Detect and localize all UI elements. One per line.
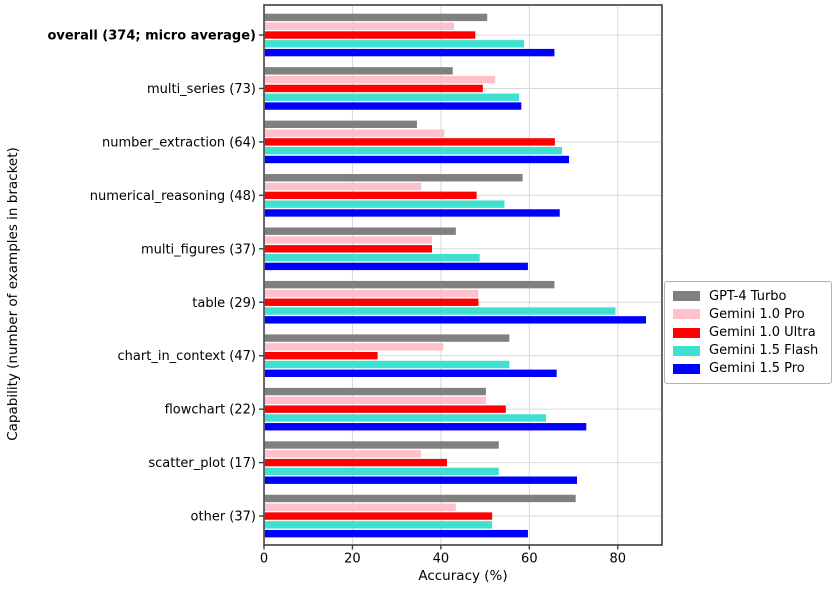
bar — [264, 129, 445, 137]
category-label: other (37) — [191, 510, 256, 525]
legend-swatch — [673, 291, 700, 302]
category-label: scatter_plot (17) — [148, 456, 256, 471]
legend-swatch — [673, 327, 700, 338]
x-axis-title: Accuracy (%) — [418, 568, 507, 584]
bar — [264, 102, 522, 110]
bar — [264, 209, 560, 217]
bar — [264, 245, 432, 253]
x-tick-label: 60 — [521, 552, 538, 567]
legend-swatch — [673, 345, 700, 356]
bar — [264, 414, 547, 422]
bar — [264, 227, 456, 235]
bar — [264, 476, 578, 484]
bar — [264, 31, 476, 39]
bar — [264, 138, 555, 146]
legend-swatch — [673, 309, 700, 320]
bar — [264, 236, 432, 244]
bar — [264, 352, 378, 360]
bar — [264, 200, 505, 208]
plot-border — [263, 4, 663, 546]
bar — [264, 369, 557, 377]
bar — [264, 334, 510, 342]
legend-swatch — [673, 363, 700, 374]
bar — [264, 67, 453, 75]
bar — [264, 147, 562, 155]
bar — [264, 503, 456, 511]
bar — [264, 441, 499, 449]
bar — [264, 316, 646, 324]
bar — [264, 467, 499, 476]
category-label: numerical_reasoning (48) — [90, 189, 256, 204]
bar — [264, 298, 479, 306]
bar — [264, 387, 486, 396]
category-label: flowchart (22) — [165, 403, 256, 418]
x-tick-label: 80 — [610, 552, 627, 567]
bar — [264, 182, 422, 191]
bar — [264, 120, 417, 128]
bar — [264, 405, 506, 413]
bar — [264, 93, 520, 101]
legend-label: Gemini 1.0 Pro — [709, 306, 805, 322]
bar — [264, 307, 616, 315]
bar — [264, 84, 483, 93]
legend-item: GPT-4 Turbo — [673, 287, 823, 305]
bar — [264, 174, 523, 182]
x-tick-label: 20 — [344, 552, 361, 567]
x-tick-label: 0 — [260, 552, 268, 567]
category-label: overall (374; micro average) — [47, 29, 256, 44]
category-label: number_extraction (64) — [102, 135, 256, 150]
bar — [264, 343, 444, 351]
bar — [264, 253, 480, 262]
legend-label: Gemini 1.5 Flash — [709, 343, 819, 359]
bar — [264, 289, 479, 298]
bar — [264, 40, 524, 48]
bar — [264, 458, 447, 467]
bar — [264, 262, 528, 271]
category-label: multi_figures (37) — [141, 242, 256, 257]
category-label: table (29) — [192, 296, 256, 311]
legend-label: Gemini 1.0 Ultra — [709, 325, 816, 340]
bar — [264, 360, 510, 369]
bar — [264, 48, 555, 57]
bar — [264, 280, 555, 289]
bar — [264, 191, 477, 200]
bar — [264, 529, 528, 538]
legend-item: Gemini 1.0 Ultra — [673, 323, 823, 341]
legend-label: Gemini 1.5 Pro — [709, 361, 805, 377]
bar — [264, 521, 493, 529]
bar — [264, 423, 587, 431]
category-label: multi_series (73) — [147, 82, 256, 97]
legend-item: Gemini 1.0 Pro — [673, 305, 823, 323]
bar — [264, 75, 496, 84]
legend: GPT-4 Turbo Gemini 1.0 Pro Gemini 1.0 Ultr… — [664, 281, 832, 384]
y-axis-title: Capability (number of examples in bracke… — [5, 147, 21, 441]
legend-item: Gemini 1.5 Pro — [673, 360, 823, 378]
category-label: chart_in_context (47) — [118, 349, 256, 364]
bar — [264, 13, 488, 22]
x-tick-label: 40 — [433, 552, 450, 567]
legend-label: GPT-4 Turbo — [709, 288, 787, 304]
legend-item: Gemini 1.5 Flash — [673, 342, 823, 360]
bar — [264, 22, 455, 30]
bar — [264, 450, 421, 458]
bar — [264, 494, 576, 503]
bar — [264, 396, 486, 405]
bar — [264, 512, 493, 520]
bar — [264, 155, 570, 164]
